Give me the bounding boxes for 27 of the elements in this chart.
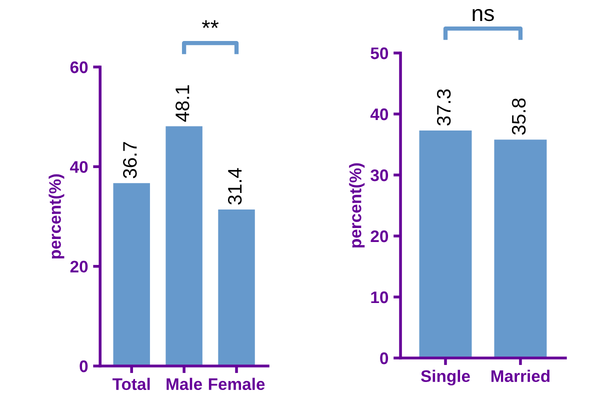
y-tick-label: 0 <box>380 352 388 364</box>
text: ** <box>202 20 219 28</box>
y-tick-label: 20 <box>370 230 388 242</box>
x-tick-label: Total <box>112 378 150 390</box>
y-tick-label: 40 <box>370 108 388 120</box>
y-tick-label: 60 <box>70 61 88 74</box>
y-axis-title: percent(%) <box>48 174 64 258</box>
y-tick-label: 50 <box>370 47 388 60</box>
data-label: 31.4 <box>228 168 242 205</box>
x-tick-label: Single <box>420 370 470 386</box>
bar <box>218 210 255 366</box>
data-label: 35.8 <box>512 98 526 135</box>
data-label: 48.1 <box>176 85 190 122</box>
x-tick-label: Married <box>491 370 550 382</box>
y-tick-label: 0 <box>80 360 88 372</box>
data-label: 37.3 <box>436 89 451 126</box>
y-tick-label: 30 <box>370 169 388 182</box>
y-tick-label: 10 <box>371 291 388 304</box>
data-label: 36.7 <box>123 142 137 178</box>
y-tick-label: 40 <box>70 161 88 173</box>
bar <box>113 183 150 366</box>
y-tick-label: 20 <box>70 260 88 273</box>
text: ns <box>472 8 494 22</box>
y-axis-title: percent(%) <box>349 163 365 248</box>
bar <box>166 126 202 366</box>
x-tick-label: Male <box>166 378 202 390</box>
x-tick-label: Female <box>208 378 265 390</box>
